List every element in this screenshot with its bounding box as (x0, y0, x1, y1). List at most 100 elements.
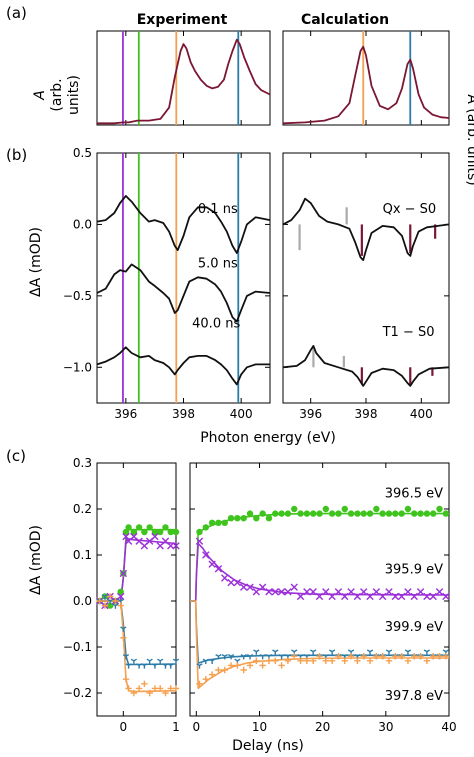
plot-frame (282, 152, 450, 404)
absorption-line (97, 38, 271, 125)
data-point (135, 685, 143, 692)
data-point (202, 524, 209, 531)
data-point (423, 649, 431, 655)
data-point (234, 515, 241, 522)
ylabel-a-line3: units) (66, 75, 82, 115)
data-point (429, 592, 437, 601)
data-point (353, 592, 362, 601)
data-point (172, 658, 180, 664)
data-point (265, 515, 273, 522)
data-point (442, 510, 450, 517)
trace-line (96, 346, 270, 386)
data-point (329, 649, 336, 655)
data-point (341, 657, 348, 664)
data-point (284, 657, 292, 664)
ylabel-a-line2: (arb. (49, 78, 65, 111)
data-point (196, 680, 203, 687)
panel-a-experiment (96, 30, 271, 126)
data-point (398, 510, 405, 517)
data-point (309, 588, 317, 596)
x-tick-label: 40 (441, 720, 456, 734)
data-point (303, 510, 311, 517)
x-tick-label: 400 (230, 407, 253, 421)
data-point (309, 510, 317, 517)
data-point (195, 537, 204, 545)
data-point (411, 653, 418, 660)
data-point (391, 592, 399, 601)
data-point (397, 592, 406, 601)
data-point (442, 592, 450, 601)
data-point (335, 510, 342, 517)
data-point (101, 602, 109, 609)
data-point (328, 510, 336, 517)
data-point (322, 588, 330, 596)
data-point (385, 657, 393, 664)
data-point (265, 588, 273, 596)
data-point (141, 663, 148, 669)
data-point (253, 515, 260, 522)
data-point (130, 658, 137, 664)
x-tick-label: 398 (355, 407, 378, 421)
series-label: T1 − S0 (382, 325, 435, 340)
title-experiment: Experiment (137, 12, 228, 28)
x-tick-label: 10 (252, 720, 267, 734)
data-point (141, 528, 148, 536)
data-point (416, 588, 425, 596)
data-point (278, 662, 285, 669)
data-point (259, 653, 266, 660)
data-point (146, 658, 153, 664)
data-point (196, 663, 203, 669)
data-point (162, 524, 169, 531)
panel-b-calculation: 396 398 400 Qx − S0 T1 − S0 (282, 152, 450, 421)
data-point (252, 588, 261, 596)
data-point (366, 592, 374, 601)
data-point (157, 685, 164, 692)
data-point (202, 551, 210, 559)
x-tick-label: 0 (120, 720, 128, 734)
panel-c-late: 0 10 20 30 40 396.5 eV 395.9 eV 399.9 eV 397.8 e… (189, 462, 457, 734)
ylabel-c: ΔA (mOD) (28, 525, 44, 595)
data-point (272, 657, 279, 664)
data-point (117, 592, 125, 601)
data-point (291, 505, 298, 513)
data-point (162, 663, 169, 669)
data-point (119, 569, 128, 578)
panel-label-c: (c) (6, 447, 26, 465)
y-tick-label: −0.5 (63, 289, 92, 303)
data-point (271, 588, 279, 596)
data-point (404, 657, 412, 664)
data-point (227, 578, 235, 587)
data-point (272, 510, 279, 517)
data-point (316, 510, 323, 517)
data-point (125, 685, 132, 692)
data-point (379, 653, 386, 660)
data-point (202, 676, 209, 683)
series-label: 5.0 ns (198, 256, 238, 271)
data-point (277, 588, 286, 596)
data-point (233, 578, 242, 587)
data-point (221, 653, 228, 660)
data-point (354, 657, 361, 664)
data-point (417, 510, 424, 517)
data-point (136, 663, 143, 669)
data-point (120, 634, 127, 641)
data-point (379, 510, 386, 517)
data-point (167, 663, 174, 669)
data-point (265, 657, 273, 664)
data-point (112, 597, 119, 605)
data-point (172, 542, 180, 550)
data-point (404, 588, 412, 596)
y-tick-label: −1.0 (63, 360, 92, 374)
fit-line (97, 600, 177, 666)
xlabel-c: Delay (ns) (232, 738, 304, 754)
data-point (392, 653, 399, 660)
plot-frame (96, 462, 177, 717)
data-point (341, 505, 348, 513)
data-point (125, 663, 132, 669)
x-tick-label: 400 (410, 407, 433, 421)
data-point (398, 653, 405, 660)
data-point (430, 510, 437, 517)
y-tick-label: 0.2 (73, 502, 92, 516)
panel-c-early: 0 1 0.3 0.2 0.1 0.0 −0.1 −0.2 (63, 456, 180, 734)
data-point (167, 528, 174, 536)
